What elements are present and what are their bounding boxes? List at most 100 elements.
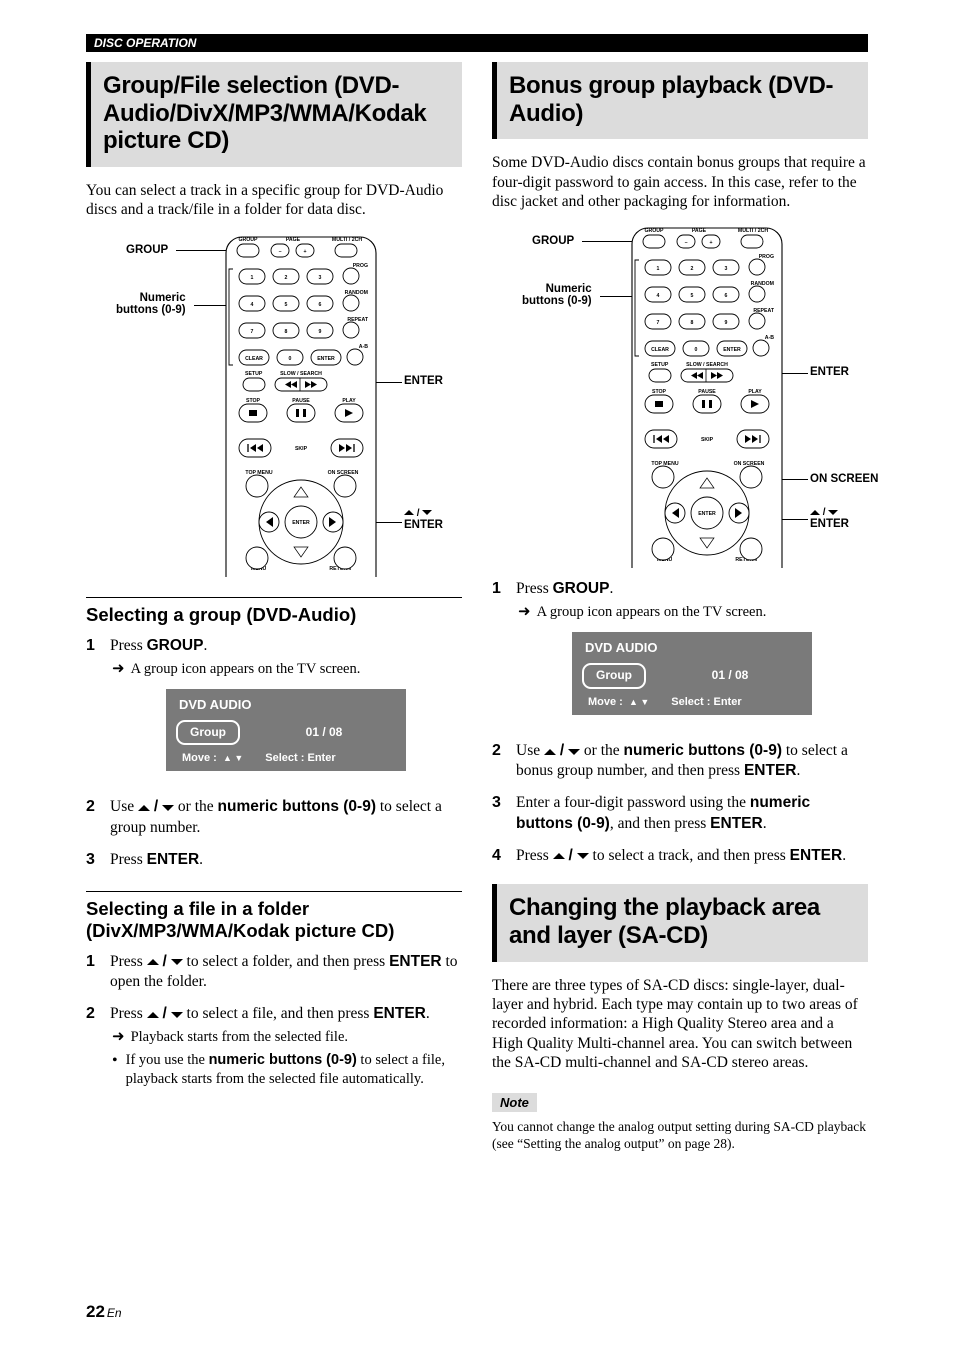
svg-text:MULTI / 2CH: MULTI / 2CH: [332, 237, 362, 243]
step-1: 1 Press GROUP. ➜ A group icon appears on…: [492, 579, 868, 729]
svg-text:5: 5: [285, 302, 288, 308]
remote-diagram-right: GROUP Numeric buttons (0-9) ENTER ON SCR…: [492, 223, 868, 573]
svg-text:9: 9: [319, 329, 322, 335]
t: or the: [174, 798, 217, 815]
step-4: 4 Press / to select a track, and then pr…: [492, 846, 868, 867]
t: Select : Enter: [671, 695, 741, 709]
callout-arrows-enter-l2: ENTER: [810, 518, 849, 530]
section-header: DISC OPERATION: [86, 34, 868, 52]
svg-text:PAGE: PAGE: [692, 228, 707, 234]
t: A group icon appears on the TV screen.: [537, 603, 767, 622]
t: numeric buttons (0-9): [218, 798, 376, 815]
step-num: 4: [492, 846, 506, 867]
svg-text:2: 2: [285, 275, 288, 281]
heading-group-file: Group/File selection (DVD-Audio/DivX/MP3…: [86, 62, 462, 167]
step-2: 2 Use / or the numeric buttons (0-9) to …: [492, 741, 868, 781]
page-number-value: 22: [86, 1302, 105, 1321]
two-column-layout: Group/File selection (DVD-Audio/DivX/MP3…: [86, 62, 868, 1153]
osd-title: DVD AUDIO: [176, 697, 396, 714]
t: .: [797, 762, 801, 779]
svg-text:PROG: PROG: [353, 263, 368, 269]
svg-text:SLOW / SEARCH: SLOW / SEARCH: [686, 362, 728, 368]
heading-sa-cd: Changing the playback area and layer (SA…: [492, 884, 868, 961]
arrow-icon: ➜: [518, 603, 531, 622]
svg-text:4: 4: [251, 302, 254, 308]
t: Press: [110, 953, 147, 970]
t: ENTER: [373, 1005, 426, 1022]
svg-text:CLEAR: CLEAR: [245, 356, 263, 362]
step-num: 1: [86, 952, 100, 992]
steps-selecting-file: 1 Press / to select a folder, and then p…: [86, 952, 462, 1089]
step-body: Press / to select a folder, and then pre…: [110, 952, 462, 992]
t: Press: [110, 851, 147, 868]
osd-box: DVD AUDIO Group 01 / 08 Move : ▲ ▼ Selec…: [166, 689, 406, 772]
svg-text:8: 8: [691, 320, 694, 326]
svg-text:ENTER: ENTER: [723, 347, 741, 353]
callout-arrows-enter-l2: ENTER: [404, 519, 443, 531]
svg-text:−: −: [684, 240, 687, 246]
note-text: You cannot change the analog output sett…: [492, 1118, 868, 1153]
svg-text:4: 4: [657, 293, 660, 299]
svg-text:6: 6: [725, 293, 728, 299]
t: If you use the numeric buttons (0-9) to …: [126, 1051, 462, 1089]
callout-numeric-l1: Numeric: [116, 292, 186, 304]
step-body: Press GROUP. ➜ A group icon appears on t…: [516, 579, 868, 729]
svg-text:ENTER: ENTER: [317, 356, 335, 362]
osd-box: DVD AUDIO Group 01 / 08 Move : ▲ ▼ Selec…: [572, 632, 812, 715]
page-number: 22En: [86, 1302, 122, 1322]
svg-text:GROUP: GROUP: [238, 237, 258, 243]
svg-text:SETUP: SETUP: [651, 362, 669, 368]
t: ENTER: [790, 847, 843, 864]
result: ➜ A group icon appears on the TV screen.: [110, 660, 462, 679]
t: ENTER: [147, 851, 200, 868]
svg-text:STOP: STOP: [246, 398, 261, 404]
step-num: 2: [86, 797, 100, 837]
step-1: 1 Press / to select a folder, and then p…: [86, 952, 462, 992]
right-column: Bonus group playback (DVD-Audio) Some DV…: [492, 62, 868, 1153]
heading-text: Group/File selection (DVD-Audio/DivX/MP3…: [103, 72, 450, 155]
svg-text:A-B: A-B: [359, 344, 368, 350]
svg-text:SKIP: SKIP: [295, 446, 308, 452]
step-num: 3: [86, 850, 100, 871]
step-body: Enter a four-digit password using the nu…: [516, 793, 868, 833]
t: .: [199, 851, 203, 868]
svg-text:GROUP: GROUP: [644, 228, 664, 234]
svg-text:PAUSE: PAUSE: [698, 389, 716, 395]
note-label: Note: [492, 1093, 537, 1112]
step-num: 2: [492, 741, 506, 781]
step-body: Use / or the numeric buttons (0-9) to se…: [110, 797, 462, 837]
callout-onscreen: ON SCREEN: [810, 473, 878, 485]
t: .: [763, 815, 767, 832]
step-2: 2 Use / or the numeric buttons (0-9) to …: [86, 797, 462, 837]
svg-text:CLEAR: CLEAR: [651, 347, 669, 353]
result: ➜ Playback starts from the selected file…: [110, 1028, 462, 1047]
callout-group: GROUP: [126, 244, 168, 256]
heading-bonus-group: Bonus group playback (DVD-Audio): [492, 62, 868, 139]
t: .: [609, 580, 613, 597]
bullet-icon: •: [112, 1051, 118, 1089]
svg-text:9: 9: [725, 320, 728, 326]
t: Enter a four-digit password using the: [516, 794, 750, 811]
svg-text:3: 3: [725, 266, 728, 272]
t: , and then press: [610, 815, 710, 832]
step-1: 1 Press GROUP. ➜ A group icon appears on…: [86, 636, 462, 786]
left-column: Group/File selection (DVD-Audio/DivX/MP3…: [86, 62, 462, 1153]
heading-text: Bonus group playback (DVD-Audio): [509, 72, 856, 127]
step-num: 2: [86, 1004, 100, 1089]
steps-selecting-group: 1 Press GROUP. ➜ A group icon appears on…: [86, 636, 462, 871]
t: .: [203, 637, 207, 654]
step-body: Press GROUP. ➜ A group icon appears on t…: [110, 636, 462, 786]
svg-text:ENTER: ENTER: [292, 520, 310, 526]
svg-text:SLOW / SEARCH: SLOW / SEARCH: [280, 371, 322, 377]
t: ENTER: [710, 815, 763, 832]
steps-bonus-group: 1 Press GROUP. ➜ A group icon appears on…: [492, 579, 868, 866]
svg-text:5: 5: [691, 293, 694, 299]
svg-text:SKIP: SKIP: [701, 437, 714, 443]
osd-value: 01 / 08: [658, 668, 802, 684]
svg-text:2: 2: [691, 266, 694, 272]
step-3: 3 Press ENTER.: [86, 850, 462, 871]
t: numeric buttons (0-9): [209, 1052, 357, 1068]
intro-left: You can select a track in a specific gro…: [86, 181, 462, 220]
remote-svg: GROUP PAGE MULTI / 2CH − + PROG RANDOM R…: [221, 232, 381, 577]
t: .: [426, 1005, 430, 1022]
